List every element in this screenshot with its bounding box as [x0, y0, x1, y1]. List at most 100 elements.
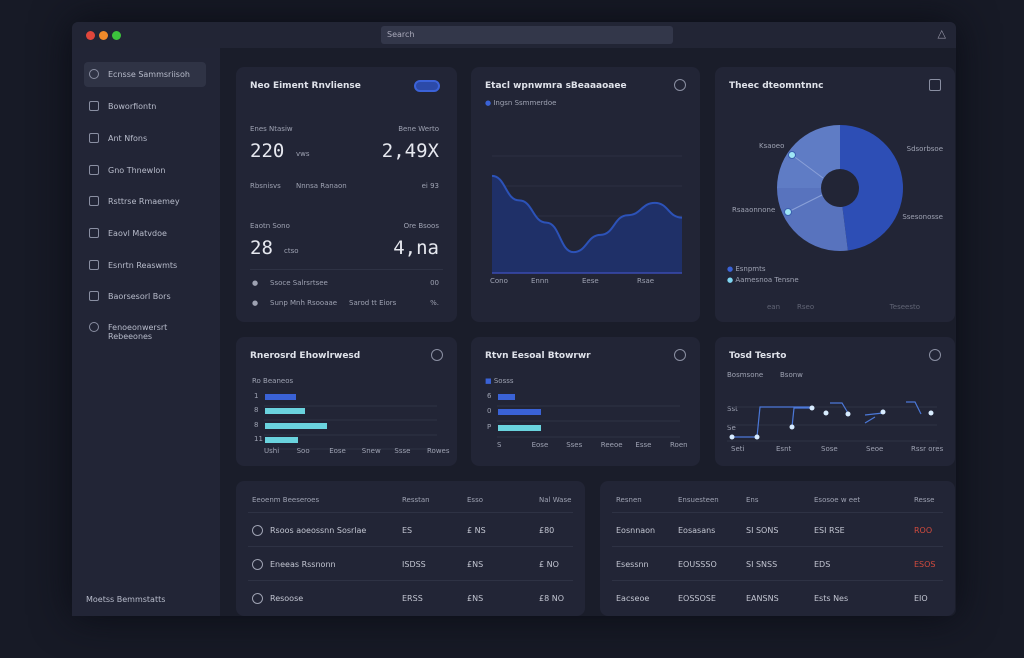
bar — [265, 394, 296, 400]
table-cell: Rsoos aoeossnn Sosrlae — [270, 526, 367, 535]
bar — [498, 425, 541, 431]
table-cell: Eosasans — [678, 526, 716, 535]
doc-icon — [89, 165, 99, 175]
stat-label: Eaotn Sono — [250, 222, 290, 230]
table-cell: EOSSOSE — [678, 594, 716, 603]
divider — [250, 269, 443, 270]
stat-sub: ei 93 — [421, 182, 439, 190]
x-tick: Sose — [821, 445, 838, 453]
column-header[interactable]: Eeoenm Beeseroes — [252, 496, 320, 504]
sidebar-footer[interactable]: Moetss Bemmstatts — [86, 595, 166, 604]
refresh-icon[interactable] — [929, 79, 941, 91]
stat-label: Enes Ntasiw — [250, 125, 293, 133]
table-cell: ERSS — [402, 594, 423, 603]
sidebar-item-4[interactable]: Rsttrse Rmaemey — [84, 189, 206, 214]
sidebar-label: Ecnsse Sammsriisoh — [108, 70, 190, 79]
sidebar-item-6[interactable]: Esnrtn Reaswmts — [84, 253, 206, 278]
minimize-button[interactable] — [99, 31, 108, 40]
slice-label: Ssesonosse — [902, 213, 943, 221]
data-point — [845, 411, 851, 417]
table-card-1: Eeoenm Beeseroes Resstan Esso Nal Wase Rsoos… — [236, 481, 585, 616]
table-cell: Eacseoe — [616, 594, 650, 603]
x-tick: Seoe — [866, 445, 884, 453]
donut-chart — [777, 125, 904, 251]
donut-slice — [777, 125, 840, 188]
slice-label: Rsaaonnone — [732, 206, 776, 214]
table-cell: £ NS — [467, 526, 486, 535]
search-input[interactable]: Search — [381, 26, 673, 44]
legend-item: ■ Sosss — [485, 377, 514, 385]
stat-label: Bene Werto — [398, 125, 439, 133]
sidebar-item-5[interactable]: Eaovl Matvdoe — [84, 221, 206, 246]
target-icon[interactable] — [929, 349, 941, 361]
bar — [265, 408, 305, 414]
area-chart — [491, 155, 683, 274]
column-header[interactable]: Ensuesteen — [678, 496, 719, 504]
legend-label: Bosmsone — [727, 371, 764, 379]
stat-unit: ctso — [284, 247, 299, 255]
column-header[interactable]: Resnen — [616, 496, 642, 504]
x-tick: Cono — [490, 277, 508, 285]
clock-icon[interactable] — [674, 79, 686, 91]
grid-icon — [89, 133, 99, 143]
sidebar-item-7[interactable]: Baorsesorl Bors — [84, 284, 206, 309]
maximize-button[interactable] — [112, 31, 121, 40]
sidebar-item-1[interactable]: Boworfiontn — [84, 94, 206, 119]
data-point — [809, 405, 815, 411]
bell-icon[interactable]: △ — [937, 27, 946, 40]
marker-point — [788, 151, 796, 159]
donut-slice — [840, 125, 904, 251]
table-cell: Eneeas Rssnonn — [270, 560, 336, 569]
card-title: Rtvn Eesoal Btowrwr — [485, 351, 591, 361]
x-tick: Eose — [531, 441, 549, 449]
footer-text: Rseo — [797, 303, 815, 311]
legend-item: ● Aamesnoa Tensne — [727, 276, 799, 284]
sidebar-item-0[interactable]: Ecnsse Sammsriisoh — [84, 62, 206, 87]
sidebar-label: Rsttrse Rmaemey — [108, 197, 180, 206]
x-tick: Snew — [361, 447, 381, 455]
sidebar-label: Boworfiontn — [108, 102, 157, 111]
sidebar-item-3[interactable]: Gno Thnewlon — [84, 158, 206, 183]
column-header[interactable]: Ens — [746, 496, 759, 504]
bar — [265, 437, 298, 443]
gear-icon — [89, 322, 99, 332]
column-header[interactable]: Resstan — [402, 496, 430, 504]
leader-line — [791, 154, 824, 179]
y-tick: 8 — [254, 421, 259, 429]
column-header[interactable]: Esosoe w eet — [814, 496, 861, 504]
stat-value: 220 — [250, 140, 285, 162]
column-header[interactable]: Nal Wase — [539, 496, 572, 504]
x-tick: Reeoe — [600, 441, 623, 449]
row-value: 00 — [430, 279, 439, 287]
y-tick: 8 — [254, 406, 259, 414]
clock-icon — [252, 525, 263, 536]
close-button[interactable] — [86, 31, 95, 40]
target-icon[interactable] — [674, 349, 686, 361]
card-title: Rnerosrd Ehowlrwesd — [250, 351, 361, 361]
x-tick: S — [497, 441, 502, 449]
footer-text: ean — [767, 303, 781, 311]
stat-sub: Rbsnisvs — [250, 182, 281, 190]
row-divider — [612, 580, 943, 581]
donut-chart-card: Theec dteomntnnc Ksaoeo Rsaaonnone Sdsor… — [715, 67, 955, 322]
data-point — [729, 434, 735, 440]
refresh-icon[interactable] — [431, 349, 443, 361]
toggle-switch[interactable] — [414, 80, 440, 92]
table-cell: ISDSS — [402, 560, 426, 569]
table-cell: £ NO — [539, 560, 559, 569]
sidebar-item-2[interactable]: Ant Nfons — [84, 126, 206, 151]
legend-label: Aamesnoa Tensne — [735, 276, 799, 284]
y-tick: 6 — [487, 392, 492, 400]
column-header[interactable]: Resse — [914, 496, 935, 504]
stat-sub: Nnnsa Ranaon — [296, 182, 347, 190]
x-tick: Ushi — [264, 447, 280, 455]
area-fill — [492, 175, 682, 273]
column-header[interactable]: Esso — [467, 496, 483, 504]
x-tick: Esse — [635, 441, 652, 449]
sidebar-item-8[interactable]: Fenoeonwersrt Rebeeones — [84, 315, 206, 341]
y-tick: Se — [727, 424, 736, 432]
title-bar: Search △ — [72, 22, 956, 48]
x-tick: Rssr ores — [911, 445, 944, 453]
data-point — [754, 434, 760, 440]
x-tick: Ennn — [531, 277, 549, 285]
